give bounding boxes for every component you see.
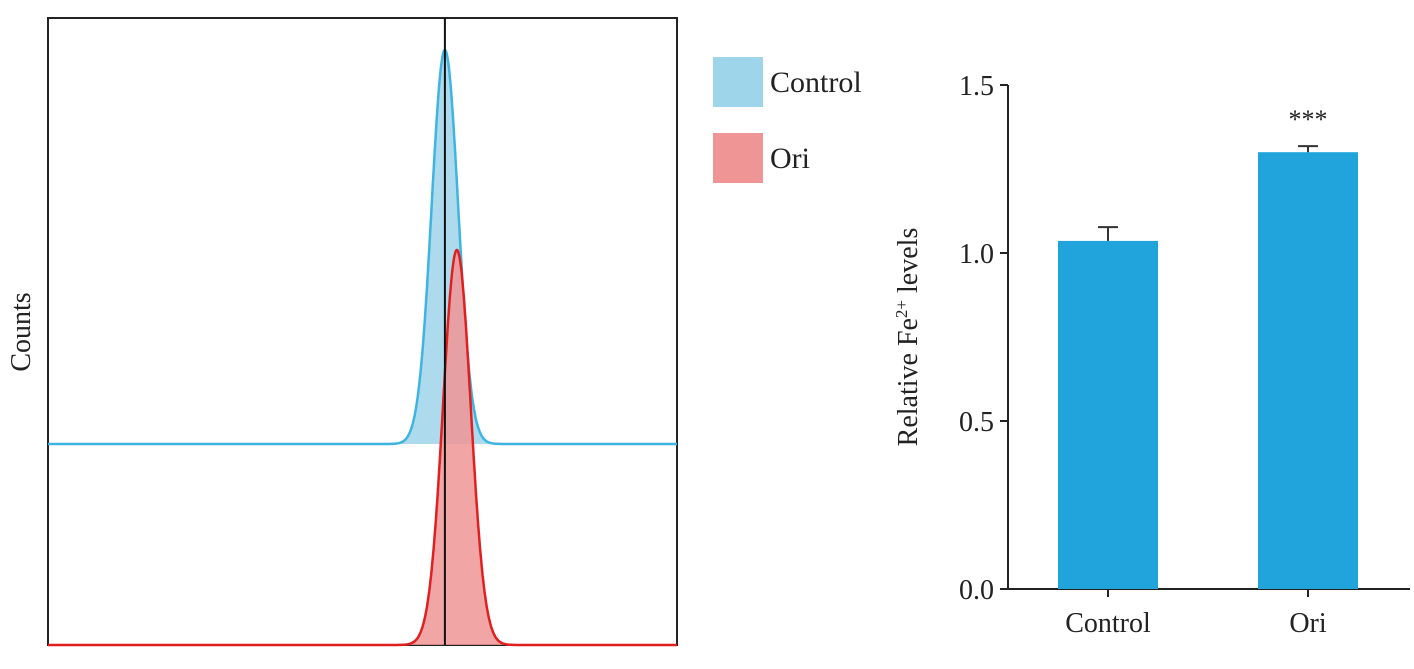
- histogram-ylabel: Counts: [6, 292, 37, 371]
- x-tick-label: Control: [1065, 608, 1151, 639]
- bar-ori: [1258, 152, 1358, 589]
- y-tick-label: 1.0: [959, 239, 994, 270]
- legend: Control Ori: [713, 57, 862, 183]
- legend-label-control: Control: [770, 66, 862, 99]
- bar-control: [1058, 240, 1158, 590]
- histogram-frame: [47, 17, 678, 646]
- histogram-line-ori: [48, 248, 677, 647]
- x-tick-label: Ori: [1289, 608, 1327, 639]
- y-tick-label: 0.0: [959, 575, 994, 606]
- bar-ylabel: Relative Fe2+ levels: [892, 228, 924, 447]
- legend-swatch-ori: [713, 133, 763, 183]
- histogram-line-control: [48, 48, 677, 446]
- histogram-panel: Counts: [6, 17, 678, 647]
- bar-chart-panel: 0.0 0.5 1.0 1.5 Control Ori *** Relative Fe2+…: [892, 71, 1410, 639]
- legend-swatch-control: [713, 57, 763, 107]
- y-tick-label: 0.5: [959, 407, 994, 438]
- significance-label: ***: [1289, 105, 1328, 134]
- legend-label-ori: Ori: [770, 142, 810, 175]
- y-tick-label: 1.5: [959, 71, 994, 102]
